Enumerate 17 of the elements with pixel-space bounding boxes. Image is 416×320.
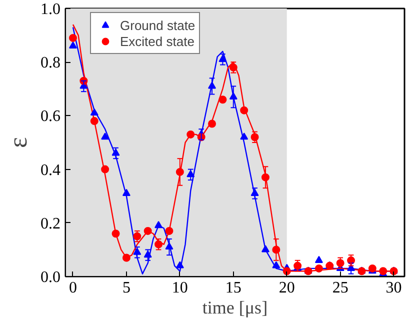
x-tick-label: 30 — [386, 280, 402, 296]
x-tick-label: 25 — [332, 280, 348, 296]
x-tick-label: 20 — [278, 280, 295, 296]
x-tick-label: 0 — [68, 280, 77, 296]
y-tick-label: 0.4 — [40, 162, 60, 179]
y-tick-label: 0.2 — [40, 215, 60, 232]
y-tick-label: 0.6 — [40, 108, 60, 126]
x-tick-label: 5 — [122, 280, 130, 296]
x-tick-label: 10 — [172, 280, 188, 296]
y-tick-label: 1.0 — [40, 1, 60, 18]
y-axis-title: ε — [4, 136, 32, 148]
legend-label: Excited state — [120, 33, 194, 49]
y-tick-label: 0.0 — [40, 269, 60, 286]
y-tick-label: 0.8 — [40, 54, 60, 72]
legend-label: Ground state — [120, 17, 196, 33]
x-tick-label: 15 — [225, 280, 242, 296]
x-axis-title: time [μs] — [202, 298, 268, 318]
